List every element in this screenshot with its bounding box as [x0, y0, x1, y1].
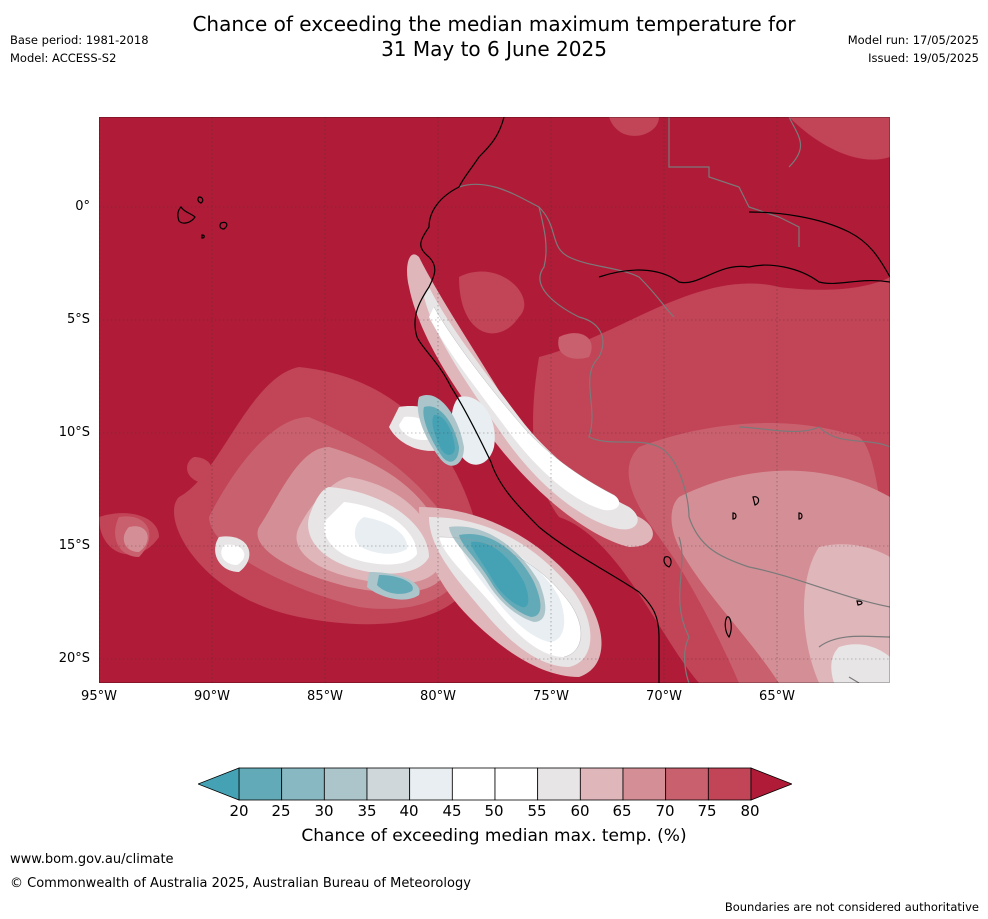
- colorbar-segment: [622, 767, 667, 801]
- lat-label-5s: 5°S: [66, 312, 90, 327]
- colorbar-segment: [238, 767, 283, 801]
- lon-label-80w: 80°W: [420, 689, 456, 704]
- lon-label-70w: 70°W: [646, 689, 682, 704]
- colorbar-segment: [665, 767, 709, 801]
- issued-text: Issued: 19/05/2025: [868, 51, 979, 65]
- country-boundaries: [458, 117, 890, 683]
- lon-label-90w: 90°W: [194, 689, 230, 704]
- base-period-text: Base period: 1981-2018: [10, 33, 149, 47]
- colorbar-tick-75: 75: [697, 802, 717, 820]
- footer-url: www.bom.gov.au/climate: [10, 852, 174, 867]
- lon-label-85w: 85°W: [307, 689, 343, 704]
- lat-label-20s: 20°S: [58, 651, 90, 666]
- lat-label-15s: 15°S: [58, 538, 90, 553]
- colorbar-tick-30: 30: [314, 802, 334, 820]
- title-line-1: Chance of exceeding the median maximum t…: [192, 12, 796, 36]
- colorbar-low-arrow: [198, 767, 240, 801]
- colorbar-tick-60: 60: [570, 802, 590, 820]
- colorbar-segment: [451, 767, 496, 801]
- colorbar-high-arrow: [750, 767, 792, 801]
- lon-label-65w: 65°W: [759, 689, 795, 704]
- colorbar-label: Chance of exceeding median max. temp. (%…: [301, 826, 687, 846]
- colorbar-segment: [537, 767, 581, 801]
- colorbar-tick-25: 25: [271, 802, 291, 820]
- lat-label-10s: 10°S: [58, 425, 90, 440]
- meta-left: Base period: 1981-2018 Model: ACCESS-S2: [10, 31, 149, 67]
- colorbar-segment: [409, 767, 453, 801]
- model-run-text: Model run: 17/05/2025: [847, 33, 979, 47]
- colorbar-segment: [707, 767, 752, 801]
- lat-label-0: 0°: [75, 199, 90, 214]
- probability-map: [99, 117, 890, 683]
- lon-label-75w: 75°W: [533, 689, 569, 704]
- colorbar-tick-80: 80: [740, 802, 760, 820]
- footer-copyright: © Commonwealth of Australia 2025, Austra…: [10, 876, 471, 891]
- footer-disclaimer: Boundaries are not considered authoritat…: [724, 900, 979, 914]
- contour-20: [432, 414, 529, 608]
- lon-label-95w: 95°W: [81, 689, 117, 704]
- colorbar-tick-70: 70: [655, 802, 675, 820]
- colorbar-segment: [366, 767, 411, 801]
- colorbar-segment: [281, 767, 325, 801]
- colorbar-tick-20: 20: [229, 802, 249, 820]
- colorbar-tick-45: 45: [442, 802, 462, 820]
- colorbar-segment: [323, 767, 368, 801]
- colorbar-tick-35: 35: [357, 802, 377, 820]
- meta-right: Model run: 17/05/2025 Issued: 19/05/2025: [848, 31, 979, 67]
- coastlines: [177, 117, 890, 683]
- colorbar-tick-50: 50: [484, 802, 504, 820]
- colorbar: [198, 767, 792, 801]
- colorbar-segment: [494, 767, 539, 801]
- colorbar-tick-40: 40: [399, 802, 419, 820]
- colorbar-tick-65: 65: [612, 802, 632, 820]
- colorbar-tick-55: 55: [527, 802, 547, 820]
- title-line-2: 31 May to 6 June 2025: [381, 37, 607, 61]
- map-title: Chance of exceeding the median maximum t…: [0, 12, 988, 62]
- colorbar-segment: [579, 767, 624, 801]
- model-text: Model: ACCESS-S2: [10, 51, 117, 65]
